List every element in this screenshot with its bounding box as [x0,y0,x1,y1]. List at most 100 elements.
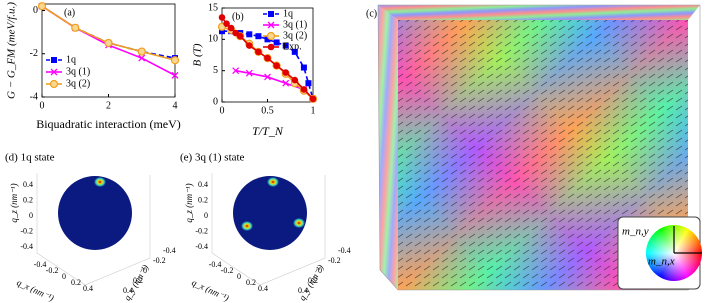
x-tick-label: 0 [220,105,225,116]
spot [94,177,106,187]
marker [267,43,275,51]
marker [268,11,274,17]
marker [300,64,307,71]
inset-label: m_n,y [622,226,649,238]
x-tick-label: 0.2 [71,278,81,287]
marker [246,31,253,38]
marker [236,32,244,40]
x-tick-label: 0.4 [258,284,268,293]
x-tick-label: -0.2 [46,266,59,275]
y-tick-label: -2 [30,48,38,59]
z-tick-label: 0 [204,211,208,220]
y-tick-label: -4 [30,91,38,102]
y-tick-label: 0 [33,5,38,16]
marker [282,79,290,87]
x-tick-label: 0 [237,272,241,281]
y-tick-label: 0.4 [123,286,133,295]
marker [273,39,280,46]
marker [218,14,226,21]
y-axis-label: q_y (nm⁻¹) [297,263,326,302]
z-tick-label: -0.2 [20,226,33,235]
marker [291,48,298,55]
panel-label: (a) [64,7,75,18]
marker [255,33,262,40]
marker [50,68,58,76]
marker [71,23,80,32]
series-line [41,5,176,59]
marker [266,31,276,41]
marker [264,36,271,43]
y-axis-label: G − G_FM (meV/f.u.) [6,2,18,99]
legend-label: 3q (1) [66,66,90,77]
x-tick-label: 0.5 [261,105,274,116]
z-tick-label: 0.4 [198,180,208,189]
axes-box [36,173,151,286]
marker [219,28,225,35]
marker [37,2,47,11]
x-axis-label: T/T_N [252,124,284,138]
legend-label: 1q [66,54,76,65]
y-tick-label: 15 [208,2,218,13]
x-tick-label: 0 [62,272,66,281]
marker [246,42,253,49]
marker [273,62,280,69]
z-tick-label: 0.2 [198,195,208,204]
marker [223,20,230,27]
marker [232,67,240,75]
axes-frame [41,3,176,98]
z-tick-label: 0.4 [23,180,33,189]
x-tick-label: 2 [106,100,111,111]
z-tick-label: 0.2 [23,195,33,204]
marker [49,79,59,89]
cube-top [378,5,700,20]
series-line [41,5,176,62]
marker [245,69,253,77]
cube-side [378,5,398,290]
marker [171,71,179,79]
marker [264,54,271,62]
marker [291,76,299,84]
z-tick-label: -0.4 [195,242,208,251]
sphere [233,176,307,250]
legend-label: 1q [283,8,293,19]
z-axis-label: q_z (nm⁻¹) [184,183,194,222]
marker [170,56,180,65]
x-axis-label: q_x (nm⁻¹) [190,277,230,303]
y-tick-label: 5 [213,65,218,76]
marker [267,21,275,29]
x-tick-label: 4 [173,100,178,111]
z-axis-label: q_z (nm⁻¹) [9,183,19,222]
panel-label: (b) [232,11,244,22]
z-tick-label: -0.4 [20,242,33,251]
panel-title: (d) 1q state [5,152,55,164]
sphere [58,176,132,250]
marker [104,38,113,48]
y-tick-label: -0.4 [163,246,176,255]
x-tick-label: 0.4 [83,284,93,293]
axes-box [211,173,326,286]
z-tick-label: 0 [29,211,33,220]
x-tick-label: -0.4 [209,260,222,269]
x-axis-label: Biquadratic interaction (meV) [36,117,181,131]
y-axis-label: B (T) [192,43,204,66]
cube-edges [377,4,701,291]
x-tick-label: -0.4 [34,260,47,269]
y-axis-label: q_y (nm⁻¹) [122,263,151,302]
marker [305,80,312,87]
marker [137,47,146,56]
x-tick-label: 0 [40,100,45,111]
x-tick-label: 0.2 [246,278,256,287]
marker [138,54,146,62]
y-tick-label: 10 [208,34,218,45]
marker [264,73,271,81]
y-tick-label: 0 [213,96,218,107]
spot [293,218,305,228]
legend-label: 3q (2) [66,78,90,89]
y-tick-label: 0 [318,266,322,275]
marker [300,86,308,93]
panel-label: (c) [366,8,377,19]
y-tick-label: 0.2 [308,276,318,285]
marker [255,48,262,56]
marker [282,69,290,76]
